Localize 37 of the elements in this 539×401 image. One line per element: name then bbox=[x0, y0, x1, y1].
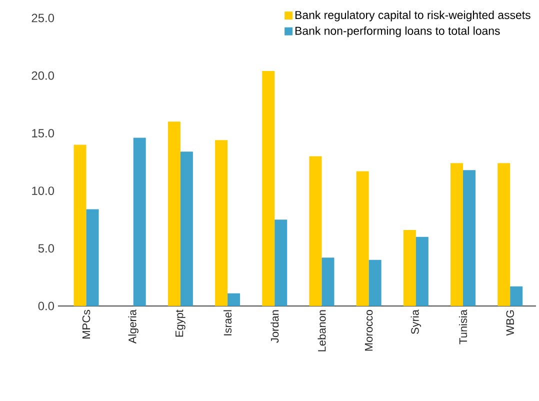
bar bbox=[416, 236, 428, 306]
x-tick-label: Egypt bbox=[176, 310, 186, 337]
bar bbox=[274, 220, 288, 306]
x-tick-label: Syria bbox=[410, 310, 422, 334]
bar bbox=[168, 122, 180, 306]
bar bbox=[322, 258, 334, 306]
bar bbox=[368, 260, 382, 306]
x-tick-label: Tunisia bbox=[458, 310, 468, 344]
bar bbox=[86, 209, 99, 306]
bar bbox=[215, 140, 228, 306]
y-tick-label: 10.0 bbox=[32, 186, 54, 196]
bar bbox=[133, 138, 146, 306]
legend-label: Bank regulatory capital to risk-weighted assets bbox=[296, 10, 530, 22]
y-tick-label: 25.0 bbox=[32, 14, 54, 22]
y-tick-label: 5.0 bbox=[38, 244, 54, 253]
x-tick-label: Jordan bbox=[270, 310, 279, 343]
bar bbox=[510, 286, 523, 306]
x-tick-label: WBG bbox=[506, 310, 514, 336]
bar bbox=[463, 170, 476, 306]
x-tick-label: MPCs bbox=[82, 310, 90, 338]
x-tick-label: Algeria bbox=[128, 310, 138, 344]
bar bbox=[450, 163, 464, 306]
x-tick-label: Israel bbox=[224, 310, 232, 336]
bar bbox=[228, 293, 240, 306]
bar bbox=[180, 152, 193, 306]
bar bbox=[262, 70, 275, 306]
bar bbox=[309, 156, 322, 306]
bar bbox=[74, 144, 86, 306]
bar bbox=[356, 171, 369, 306]
x-tick-label: Morocco bbox=[365, 310, 373, 351]
y-tick-label: 20.0 bbox=[32, 71, 54, 80]
y-tick-label: 15.0 bbox=[32, 128, 54, 138]
x-tick-label: Lebanon bbox=[318, 310, 326, 352]
bar bbox=[498, 163, 510, 306]
y-tick-label: 0.0 bbox=[38, 302, 54, 310]
bar bbox=[403, 230, 416, 306]
legend-label: Bank non-performing loans to total loans bbox=[296, 26, 500, 38]
